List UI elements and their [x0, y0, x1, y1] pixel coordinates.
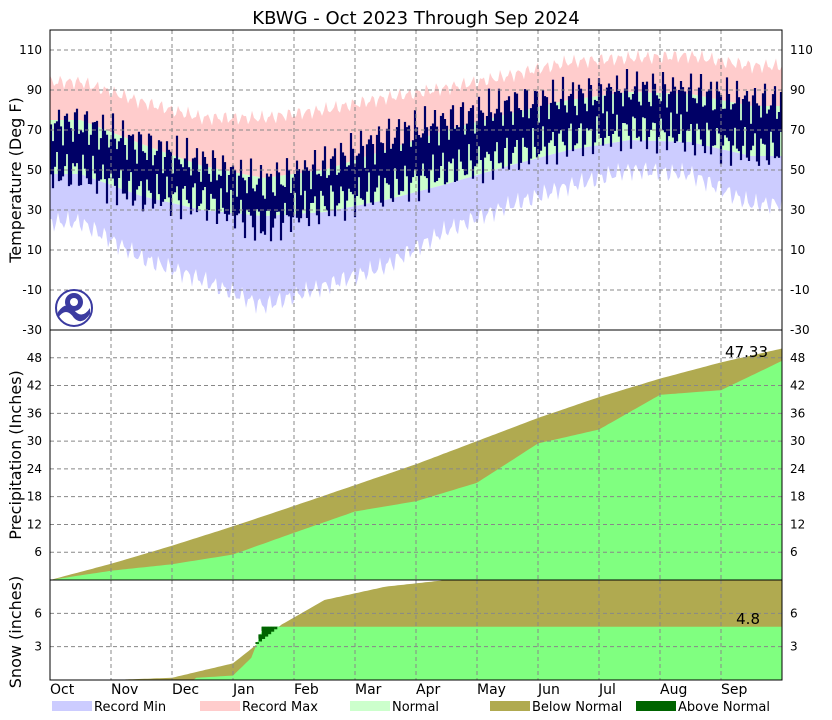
month-label: Sep [721, 682, 748, 698]
snow-tick-right: 3 [790, 640, 798, 654]
month-label: Feb [294, 682, 319, 698]
temp-tick-right: 90 [790, 83, 805, 97]
logo-wave [58, 305, 90, 322]
precip-tick-right: 6 [790, 545, 798, 559]
temp-tick-left: 30 [27, 203, 42, 217]
temp-tick-right: 50 [790, 163, 805, 177]
temp-tick-right: 110 [790, 43, 813, 57]
chart-title: KBWG - Oct 2023 Through Sep 2024 [252, 8, 579, 29]
precip-tick-left: 42 [27, 379, 42, 393]
month-label: Jun [537, 682, 560, 698]
snow-tick-right: 6 [790, 606, 798, 620]
temp-tick-left: 90 [27, 83, 42, 97]
temp-tick-left: 10 [27, 243, 42, 257]
snow-frame [49, 579, 783, 681]
observed-temperature-bars [49, 69, 783, 242]
snow-axis-label: Snow (inches) [6, 576, 25, 688]
temp-tick-left: -30 [22, 323, 42, 337]
legend-swatch [200, 701, 240, 711]
precip-tick-left: 30 [27, 434, 42, 448]
temp-tick-right: 70 [790, 123, 805, 137]
precip-tick-right: 36 [790, 406, 805, 420]
temperature-axis-label: Temperature (Deg F) [6, 97, 25, 264]
month-label: Oct [50, 682, 75, 698]
precip-tick-left: 6 [34, 545, 42, 559]
month-axis: Oct Nov Dec Jan Feb Mar Apr May Jun Jul Aug Sep [50, 682, 748, 698]
snow-total-label: 4.8 [736, 610, 760, 628]
precip-tick-right: 24 [790, 462, 805, 476]
temp-tick-left: 70 [27, 123, 42, 137]
noaa-logo [55, 289, 93, 327]
month-label: Jan [232, 682, 255, 698]
legend-label: Record Min [94, 700, 166, 715]
precip-tick-right: 48 [790, 351, 805, 365]
precip-tick-right: 18 [790, 490, 805, 504]
month-label: Aug [660, 682, 687, 698]
legend-swatch [350, 701, 390, 711]
precip-tick-left: 48 [27, 351, 42, 365]
temp-tick-left: -10 [22, 283, 42, 297]
temperature-panel: -30 -30 -10 -10 10 10 30 30 50 50 70 70 90 90 110 110 [19, 29, 813, 337]
precip-tick-right: 30 [790, 434, 805, 448]
temp-tick-right: 30 [790, 203, 805, 217]
legend-swatch [490, 701, 530, 711]
snow-tick-left: 3 [34, 640, 42, 654]
month-label: Mar [355, 682, 382, 698]
legend-label: Above Normal [678, 700, 770, 715]
precip-total-label: 47.33 [725, 343, 768, 361]
precipitation-panel: 6 6 12 12 18 18 24 24 30 30 36 36 42 42 48 48 47.33 [27, 329, 805, 581]
precipitation-axis-label: Precipitation (Inches) [6, 370, 25, 540]
month-label: Dec [172, 682, 199, 698]
month-label: Nov [111, 682, 138, 698]
month-label: Apr [416, 682, 440, 698]
legend-label: Below Normal [532, 700, 622, 715]
legend-swatch [636, 701, 676, 711]
month-label: Jul [598, 682, 616, 698]
logo-bird-eye [70, 298, 78, 306]
temp-tick-left: 110 [19, 43, 42, 57]
precip-tick-left: 24 [27, 462, 42, 476]
temp-tick-right: 10 [790, 243, 805, 257]
precip-tick-left: 12 [27, 517, 42, 531]
legend: Record Min Record Max Normal Below Normal Ab… [52, 700, 770, 715]
precip-tick-left: 18 [27, 490, 42, 504]
temp-tick-right: -30 [790, 323, 810, 337]
legend-swatch [52, 701, 92, 711]
legend-label: Normal [392, 700, 439, 715]
month-label: May [477, 682, 506, 698]
precip-tick-right: 42 [790, 379, 805, 393]
snow-tick-left: 6 [34, 606, 42, 620]
snow-panel: 3 3 6 6 4.8 [34, 579, 798, 681]
legend-label: Record Max [242, 700, 318, 715]
precip-observed-area [50, 360, 782, 580]
temp-tick-left: 50 [27, 163, 42, 177]
temp-tick-right: -10 [790, 283, 810, 297]
precip-tick-left: 36 [27, 406, 42, 420]
precip-tick-right: 12 [790, 517, 805, 531]
